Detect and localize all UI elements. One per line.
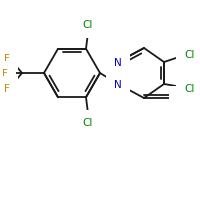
Text: F: F (4, 54, 10, 64)
Text: Cl: Cl (185, 50, 195, 60)
Text: Cl: Cl (83, 20, 93, 30)
Text: Cl: Cl (185, 84, 195, 94)
Text: Cl: Cl (83, 118, 93, 128)
Text: F: F (4, 84, 10, 94)
Text: O: O (177, 94, 185, 104)
Text: N: N (114, 58, 122, 68)
Text: N: N (114, 80, 122, 90)
Text: F: F (2, 69, 8, 79)
